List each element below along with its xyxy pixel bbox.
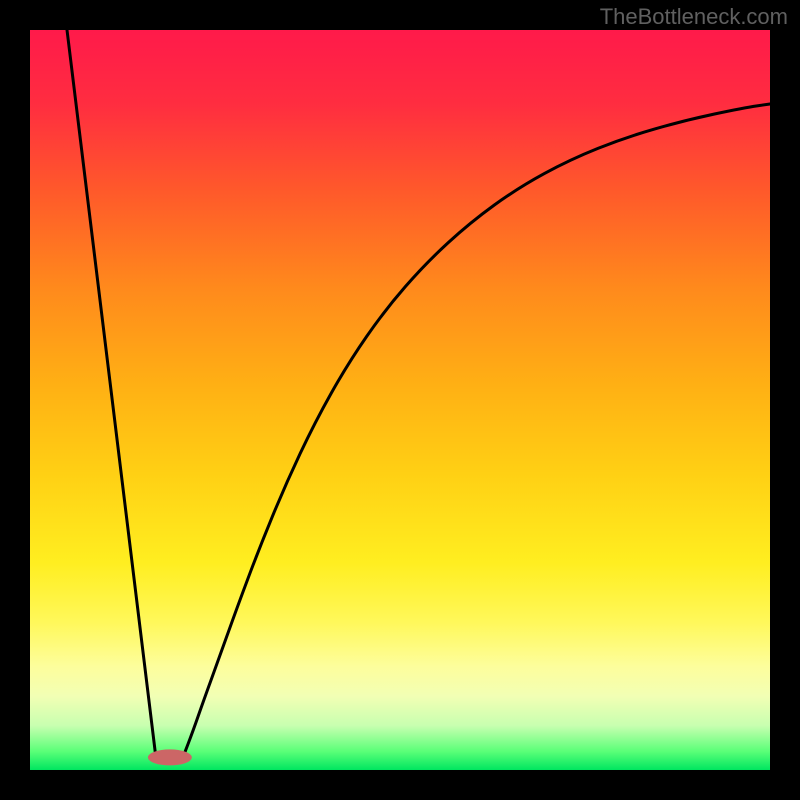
bottleneck-marker: [148, 749, 192, 765]
plot-background-gradient: [30, 30, 770, 770]
chart-svg: [0, 0, 800, 800]
watermark-text: TheBottleneck.com: [600, 4, 788, 30]
chart-frame: TheBottleneck.com: [0, 0, 800, 800]
